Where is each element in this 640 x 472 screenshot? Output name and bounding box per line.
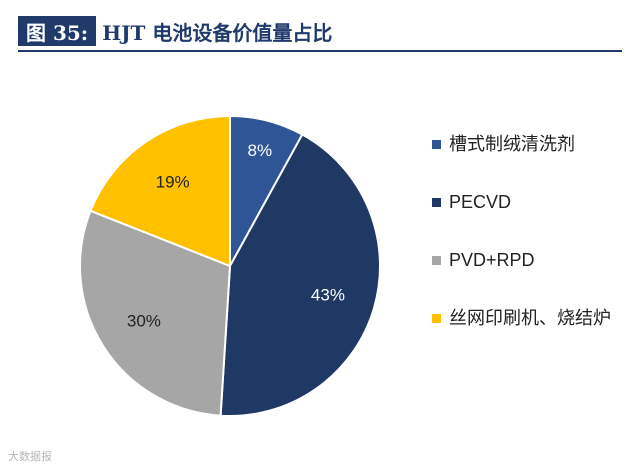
pie-slice	[219, 133, 381, 417]
slice-data-label: 19%	[156, 173, 190, 192]
legend-label: 丝网印刷机、烧结炉	[449, 308, 611, 328]
figure-label: 图 35:	[18, 16, 97, 46]
chart-title: HJT 电池设备价值量占比	[102, 20, 333, 45]
slice-data-label: 43%	[311, 285, 345, 304]
legend-swatch	[432, 314, 441, 323]
legend-item-pvd-rpd: PVD+RPD	[432, 246, 632, 274]
header-divider	[18, 50, 622, 52]
slice-data-label: 30%	[127, 312, 161, 331]
legend-swatch	[432, 256, 441, 265]
legend-item-wet-clean: 槽式制绒清洗剂	[432, 130, 632, 158]
legend-swatch	[432, 198, 441, 207]
figure-header: 图 35: HJT 电池设备价值量占比	[18, 16, 332, 46]
legend-swatch	[432, 140, 441, 149]
legend-item-printing-sintering: 丝网印刷机、烧结炉	[432, 304, 632, 332]
legend-label: PECVD	[449, 192, 512, 212]
pie-slice	[79, 209, 232, 417]
legend-label: PVD+RPD	[449, 250, 535, 270]
legend-label: 槽式制绒清洗剂	[449, 134, 575, 154]
slice-data-label: 8%	[248, 141, 273, 160]
watermark: 大数据报	[8, 451, 52, 463]
legend-item-pecvd: PECVD	[432, 188, 632, 216]
pie-slice	[89, 114, 231, 268]
legend: 槽式制绒清洗剂 PECVD PVD+RPD 丝网印刷机、烧结炉	[432, 130, 632, 362]
